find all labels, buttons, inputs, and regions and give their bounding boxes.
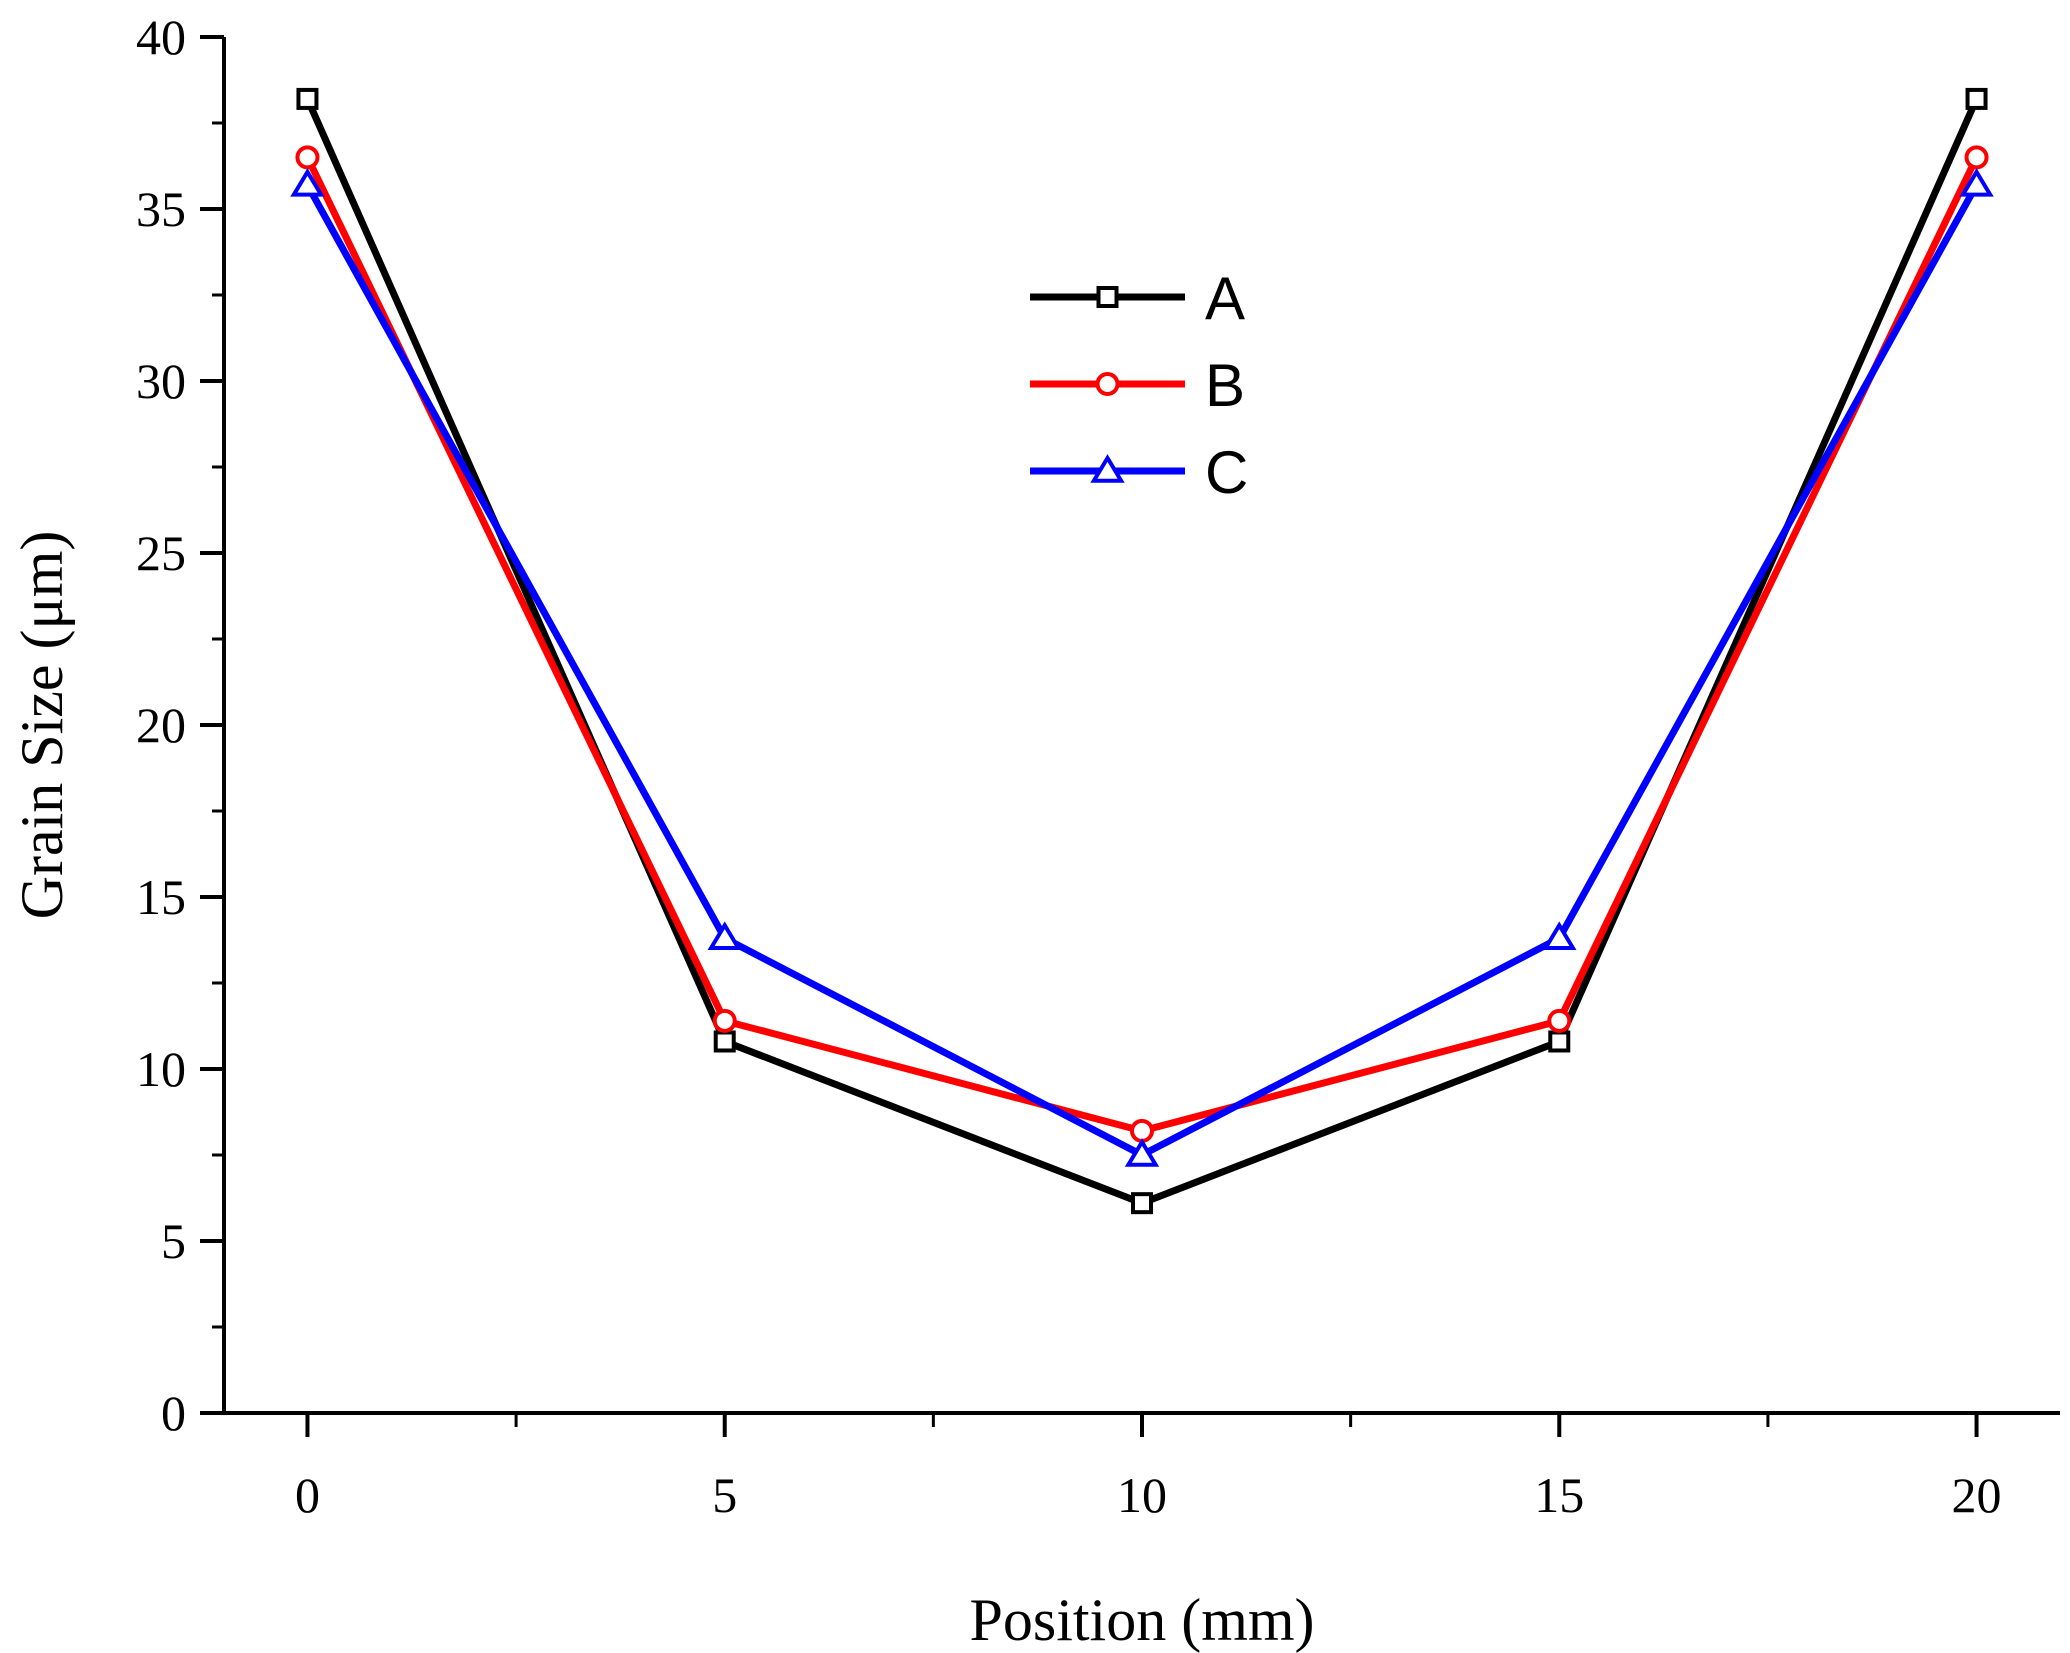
legend-marker [1090, 454, 1125, 483]
y-tick-label: 30 [136, 353, 186, 409]
data-point-B [1547, 1008, 1572, 1033]
data-point-C [290, 168, 325, 197]
y-tick-label: 25 [136, 525, 186, 581]
legend-label: C [1205, 439, 1248, 506]
data-point-C [707, 921, 742, 951]
x-axis-title: Position (mm) [969, 1587, 1314, 1653]
series-line-A [304, 97, 1980, 1207]
axes: 0 5 10 15 20 25 30 35 40 0 5 10 15 20 [136, 9, 2060, 1523]
y-tick-label: 10 [136, 1041, 186, 1097]
data-point-A [1965, 87, 1988, 110]
y-tick-label: 40 [136, 9, 186, 65]
series-layer [290, 87, 1994, 1215]
series-C [290, 168, 1994, 1167]
legend-marker [1096, 286, 1119, 308]
y-tick-label: 5 [161, 1213, 186, 1269]
data-point-A [713, 1030, 736, 1053]
y-tick-label: 20 [136, 697, 186, 753]
y-tick-label: 35 [136, 181, 186, 237]
x-tick-label: 5 [712, 1467, 737, 1523]
data-point-C [1542, 921, 1577, 951]
data-point-B [1130, 1118, 1154, 1143]
legend-item-A: A [1030, 265, 1245, 332]
data-point-B [712, 1008, 737, 1033]
series-A [296, 87, 1988, 1215]
data-point-C [1124, 1138, 1160, 1167]
y-axis-title: Grain Size (μm) [9, 531, 75, 920]
data-point-A [1131, 1192, 1153, 1215]
data-point-B [295, 145, 320, 170]
x-tick-label: 15 [1534, 1467, 1584, 1523]
x-tick-label: 20 [1952, 1467, 2002, 1523]
data-point-A [1548, 1030, 1571, 1053]
legend: ABC [1030, 265, 1248, 506]
x-tick-label: 0 [295, 1467, 320, 1523]
legend-item-B: B [1030, 352, 1245, 419]
y-tick-label: 0 [161, 1385, 186, 1441]
data-point-C [1959, 168, 1994, 197]
legend-marker [1095, 372, 1120, 396]
data-point-A [296, 87, 319, 110]
x-tick-label: 10 [1117, 1467, 1167, 1523]
series-line-B [304, 155, 1980, 1135]
data-point-B [1964, 145, 1989, 170]
y-tick-label: 15 [136, 869, 186, 925]
legend-label: A [1205, 265, 1245, 332]
legend-item-C: C [1030, 439, 1248, 506]
legend-label: B [1205, 352, 1245, 419]
